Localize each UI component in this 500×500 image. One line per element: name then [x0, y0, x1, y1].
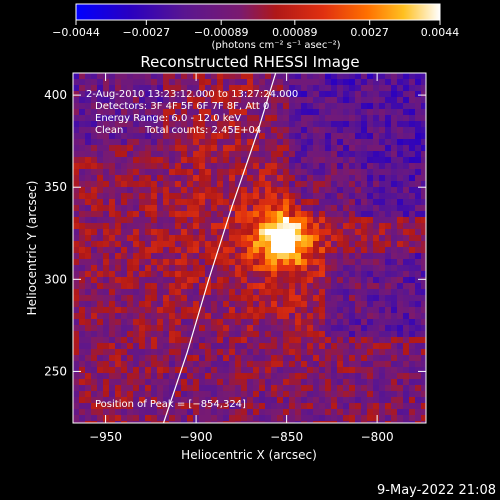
- colorbar-tick-label: 0.0044: [421, 26, 460, 39]
- colorbar: [75, 3, 441, 21]
- footer-timestamp: 9-May-2022 21:08: [377, 483, 496, 498]
- solar-limb-curve: [162, 72, 277, 424]
- x-tick-label: −900: [180, 430, 213, 444]
- colorbar-tick-label: −0.00089: [194, 26, 249, 39]
- plot-frame: [72, 72, 427, 424]
- colorbar-ticks: [75, 20, 441, 25]
- y-axis-label: Heliocentric Y (arcsec): [25, 181, 39, 316]
- colorbar-tick-label: −0.0044: [52, 26, 100, 39]
- y-tick-label: 300: [44, 272, 67, 286]
- x-tick-label: −800: [361, 430, 394, 444]
- annotation-energy: Energy Range: 6.0 - 12.0 keV: [95, 113, 241, 124]
- x-axis-ticks: −950 −900 −850 −800: [89, 73, 394, 444]
- chart-title: Reconstructed RHESSI Image: [140, 53, 359, 71]
- y-tick-label: 350: [44, 180, 67, 194]
- y-axis-ticks: 250 300 350 400: [44, 88, 426, 378]
- annotation-clean: Clean: [95, 125, 123, 136]
- y-tick-label: 400: [44, 88, 67, 102]
- colorbar-tick-labels: −0.0044 −0.0027 −0.00089 0.00089 0.0027 0.004…: [52, 26, 459, 39]
- x-tick-label: −850: [270, 430, 303, 444]
- colorbar-unit-label: (photons cm⁻² s⁻¹ asec⁻²): [211, 40, 340, 51]
- colorbar-tick-label: −0.0027: [122, 26, 170, 39]
- annotation-detectors: Detectors: 3F 4F 5F 6F 7F 8F, Att 0: [95, 101, 269, 112]
- heatmap-image: [73, 73, 426, 423]
- x-tick-label: −950: [89, 430, 122, 444]
- annotation-total-counts: Total counts: 2.45E+04: [144, 125, 261, 136]
- annotation-time-range: 2-Aug-2010 13:23:12.000 to 13:27:24.000: [86, 89, 298, 100]
- y-tick-label: 250: [44, 364, 67, 378]
- colorbar-tick-label: 0.0027: [350, 26, 389, 39]
- annotation-peak-position: Position of Peak = [−854,324]: [95, 399, 246, 410]
- x-axis-label: Heliocentric X (arcsec): [181, 448, 317, 462]
- colorbar-tick-label: 0.00089: [272, 26, 318, 39]
